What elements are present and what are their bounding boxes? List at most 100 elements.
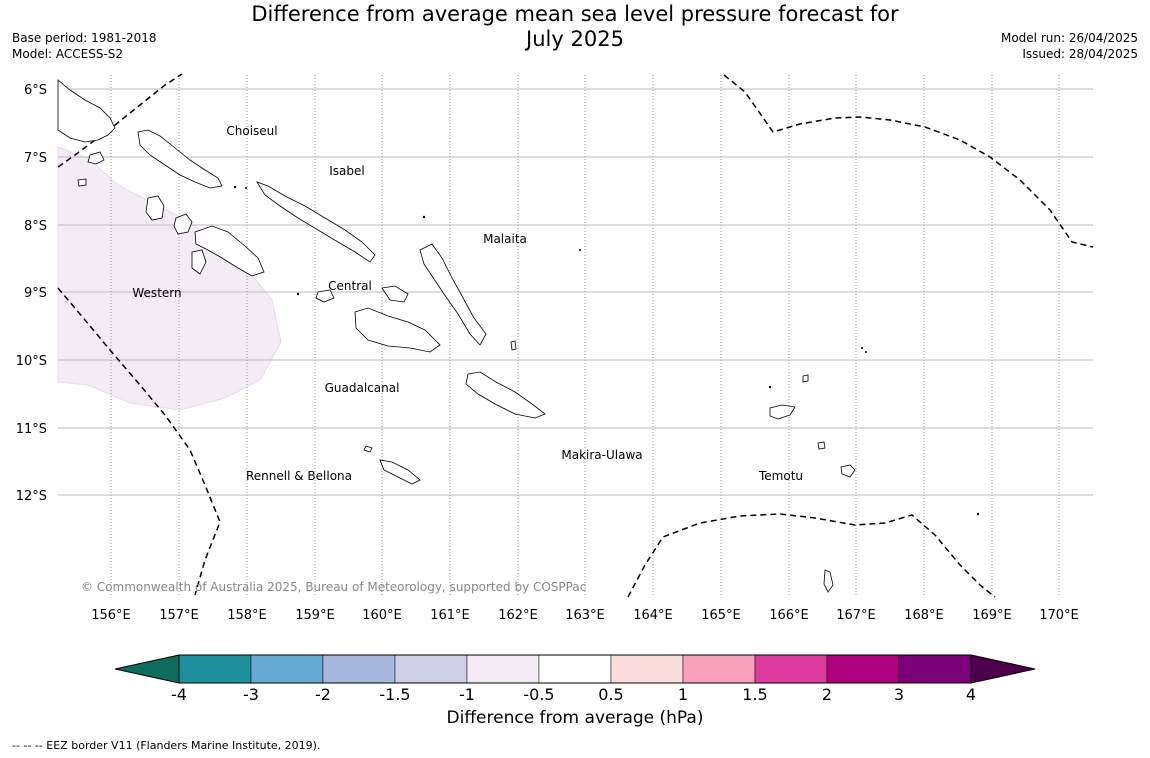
lat-label-9s: 9°S — [24, 286, 47, 301]
lon-label-162e: 162°E — [498, 608, 538, 623]
map-canvas: 6°S 7°S 8°S 9°S 10°S 11°S 12°S 156°E 157… — [16, 73, 1094, 700]
cbar-tick-4: -1 — [459, 685, 475, 700]
colorbar-seg-4 — [394, 654, 468, 684]
island-reef-a — [802, 374, 809, 383]
colorbar-label: Difference from average (hPa) — [446, 708, 704, 728]
island-choiseul — [137, 129, 223, 189]
eez-legend-footer: -- -- -- EEZ border V11 (Flanders Marine… — [12, 739, 321, 752]
issued-date: Issued: 28/04/2025 — [1022, 47, 1138, 61]
cbar-tick-8: 1.5 — [742, 685, 767, 700]
lon-label-166e: 166°E — [769, 608, 809, 623]
island-malaita — [419, 243, 487, 346]
island-treasury — [87, 151, 105, 165]
colorbar-seg-3 — [322, 654, 396, 684]
cbar-tick-2: -2 — [315, 685, 331, 700]
cbar-tick-6: 0.5 — [598, 685, 623, 700]
lon-label-161e: 161°E — [430, 608, 470, 623]
island-ulawa — [510, 340, 517, 351]
lat-label-8s: 8°S — [24, 219, 47, 234]
region-label-choiseul: Choiseul — [226, 124, 277, 138]
colorbar-extend-high — [970, 654, 1036, 684]
title-line-1: Difference from average mean sea level p… — [251, 2, 899, 26]
island-florida — [381, 285, 409, 303]
island-vella — [191, 249, 207, 275]
island-russell — [315, 289, 335, 303]
island-santa-cruz — [769, 404, 796, 420]
cbar-tick-1: -3 — [243, 685, 259, 700]
model-name: Model: ACCESS-S2 — [12, 47, 124, 61]
cbar-tick-9: 2 — [822, 685, 832, 700]
island-shortland — [77, 178, 87, 187]
island-bellona — [363, 445, 373, 453]
colorbar-seg-6 — [538, 654, 612, 684]
model-run: Model run: 26/04/2025 — [1000, 31, 1138, 45]
lon-label-164e: 164°E — [633, 608, 673, 623]
lon-gridlines — [110, 75, 1060, 597]
colorbar-seg-8 — [682, 654, 756, 684]
lon-label-160e: 160°E — [362, 608, 402, 623]
map-title: Difference from average mean sea level p… — [0, 2, 1150, 52]
region-label-malaita: Malaita — [483, 232, 527, 246]
colorbar-seg-10 — [826, 654, 900, 684]
island-newgeorgia-b — [194, 225, 265, 277]
cbar-tick-0: -4 — [171, 685, 187, 700]
lat-label-6s: 6°S — [24, 83, 47, 98]
island-makira — [465, 371, 546, 419]
lon-label-169e: 169°E — [972, 608, 1012, 623]
region-label-isabel: Isabel — [329, 164, 364, 178]
lon-label-165e: 165°E — [701, 608, 741, 623]
meta-left: Base period: 1981-2018 Model: ACCESS-S2 — [12, 30, 157, 62]
island-vanikoro — [840, 464, 856, 478]
lon-label-163e: 163°E — [565, 608, 605, 623]
island-newgeorgia-a — [145, 195, 165, 221]
island-kolombangara — [173, 213, 193, 235]
cbar-tick-5: -0.5 — [523, 685, 554, 700]
cbar-tick-11: 4 — [966, 685, 976, 700]
region-label-rennell-bellona: Rennell & Bellona — [246, 469, 352, 483]
colorbar-seg-7 — [610, 654, 684, 684]
island-utupua — [817, 441, 826, 450]
colorbar-seg-9 — [754, 654, 828, 684]
cbar-tick-10: 3 — [894, 685, 904, 700]
colorbar-ticks: -4 -3 -2 -1.5 -1 -0.5 0.5 1 1.5 2 3 4 — [171, 685, 976, 700]
base-period: Base period: 1981-2018 — [12, 31, 157, 45]
lat-labels: 6°S 7°S 8°S 9°S 10°S 11°S 12°S — [16, 83, 47, 504]
title-line-2: July 2025 — [526, 27, 624, 51]
island-rennell — [379, 459, 421, 485]
region-label-temotu: Temotu — [758, 469, 803, 483]
lon-label-159e: 159°E — [295, 608, 335, 623]
lon-label-168e: 168°E — [904, 608, 944, 623]
meta-right: Model run: 26/04/2025 Issued: 28/04/2025 — [1001, 30, 1138, 62]
lon-label-156e: 156°E — [91, 608, 131, 623]
island-isabel — [256, 181, 376, 263]
island-bougainville — [57, 79, 116, 143]
lat-label-10s: 10°S — [16, 354, 47, 369]
lon-label-167e: 167°E — [836, 608, 876, 623]
colorbar-seg-2 — [250, 654, 324, 684]
island-guadalcanal — [354, 307, 441, 353]
lon-label-157e: 157°E — [159, 608, 199, 623]
colorbar-extend-low — [114, 654, 180, 684]
colorbar-seg-5 — [466, 654, 540, 684]
lon-label-158e: 158°E — [227, 608, 267, 623]
colorbar-seg-1 — [178, 654, 252, 684]
eez-borders — [57, 73, 1094, 598]
region-labels: Choiseul Isabel Malaita Western Central … — [132, 124, 803, 483]
lat-label-7s: 7°S — [24, 151, 47, 166]
region-label-makira-ulawa: Makira-Ulawa — [561, 448, 642, 462]
copyright-notice: © Commonwealth of Australia 2025, Bureau… — [81, 580, 587, 594]
cbar-tick-3: -1.5 — [379, 685, 410, 700]
islands — [57, 79, 856, 593]
lat-label-12s: 12°S — [16, 489, 47, 504]
region-label-guadalcanal: Guadalcanal — [325, 381, 400, 395]
anomaly-region — [57, 146, 282, 411]
lon-label-170e: 170°E — [1039, 608, 1079, 623]
colorbar-seg-11 — [898, 654, 972, 684]
region-label-western: Western — [132, 286, 181, 300]
lon-labels: 156°E 157°E 158°E 159°E 160°E 161°E 162°… — [91, 608, 1079, 623]
region-label-central: Central — [328, 279, 372, 293]
island-anuta — [823, 569, 834, 593]
tiny-islands — [233, 185, 980, 516]
colorbar — [114, 654, 1036, 684]
cbar-tick-7: 1 — [678, 685, 688, 700]
